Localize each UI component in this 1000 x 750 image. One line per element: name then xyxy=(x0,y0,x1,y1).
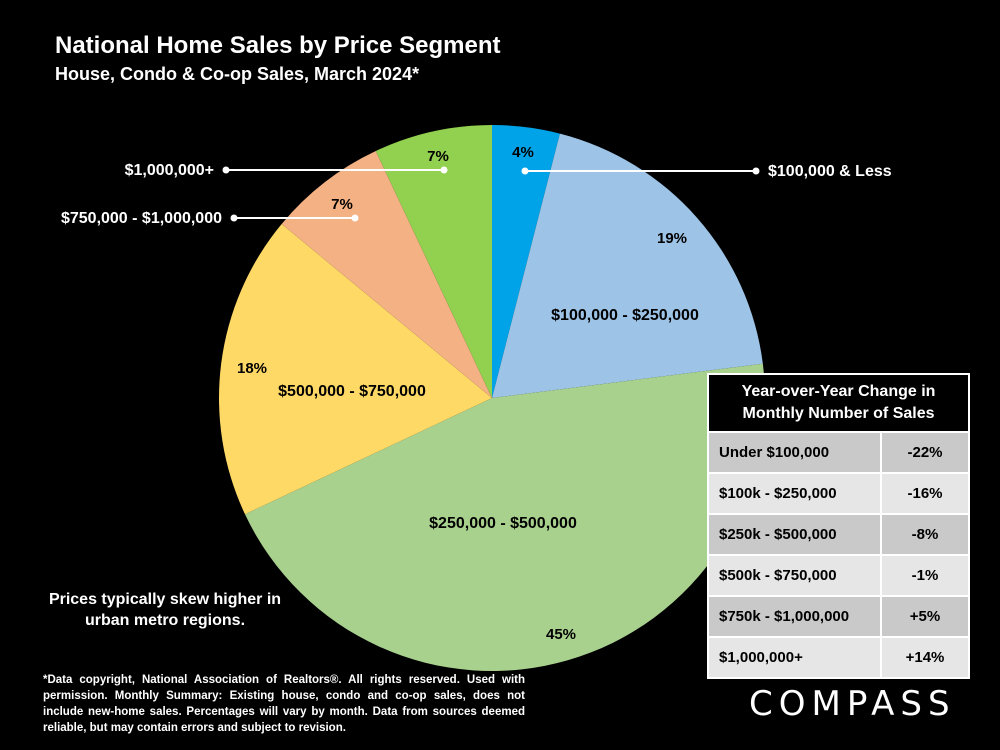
table-change-cell: -8% xyxy=(882,515,968,554)
table-segment-cell: $750k - $1,000,000 xyxy=(709,597,880,636)
slice-percent-label: 4% xyxy=(512,144,534,161)
leader-dot xyxy=(752,167,760,175)
table-change-cell: -22% xyxy=(882,433,968,472)
table-segment-cell: $1,000,000+ xyxy=(709,638,880,677)
slice-percent-label: 19% xyxy=(657,230,687,247)
slice-category-label: $100,000 & Less xyxy=(768,163,892,180)
slice-percent-label: 18% xyxy=(237,360,267,377)
table-segment-cell: $500k - $750,000 xyxy=(709,556,880,595)
slice-250k-500k xyxy=(244,363,766,671)
chart-subtitle: House, Condo & Co-op Sales, March 2024* xyxy=(55,64,420,84)
table-change-cell: +5% xyxy=(882,597,968,636)
slice-100k-250k xyxy=(492,133,763,399)
table-segment-cell: Under $100,000 xyxy=(709,433,880,472)
table-row: $500k - $750,000 -1% xyxy=(709,556,968,595)
skew-note: Prices typically skew higher in urban me… xyxy=(48,591,282,629)
table-segment-cell: $100k - $250,000 xyxy=(709,474,880,513)
slice-category-label: $500,000 - $750,000 xyxy=(278,383,426,400)
leader-dot xyxy=(440,166,448,174)
leader-dot xyxy=(521,167,529,175)
table-row: Under $100,000 -22% xyxy=(709,433,968,472)
slice-category-label: $250,000 - $500,000 xyxy=(429,515,577,532)
slice-under-100k xyxy=(492,125,560,398)
chart-title: National Home Sales by Price Segment xyxy=(55,32,501,59)
table-row: $100k - $250,000 -16% xyxy=(709,474,968,513)
table-segment-cell: $250k - $500,000 xyxy=(709,515,880,554)
leader-dot xyxy=(222,166,230,174)
yoy-change-table: Year-over-Year Change in Monthly Number … xyxy=(707,373,970,679)
slice-percent-label: 7% xyxy=(427,148,449,165)
slice-category-label: $1,000,000+ xyxy=(125,162,214,179)
compass-logo: COMPASS xyxy=(749,684,956,724)
table-change-cell: -1% xyxy=(882,556,968,595)
leader-dot xyxy=(230,214,238,222)
table-row: $750k - $1,000,000 +5% xyxy=(709,597,968,636)
yoy-table-header: Year-over-Year Change in Monthly Number … xyxy=(709,375,968,431)
slice-500k-750k xyxy=(218,223,492,515)
slice-percent-label: 45% xyxy=(546,626,576,643)
slice-1m-plus xyxy=(375,125,492,398)
slice-750k-1m xyxy=(281,150,492,398)
slice-category-label: $100,000 - $250,000 xyxy=(551,307,699,324)
slice-category-label: $750,000 - $1,000,000 xyxy=(61,210,222,227)
table-change-cell: -16% xyxy=(882,474,968,513)
slice-percent-label: 7% xyxy=(331,196,353,213)
table-row: $250k - $500,000 -8% xyxy=(709,515,968,554)
table-change-cell: +14% xyxy=(882,638,968,677)
copyright-footnote: *Data copyright, National Association of… xyxy=(43,674,525,734)
table-row: $1,000,000+ +14% xyxy=(709,638,968,677)
leader-dot xyxy=(351,214,359,222)
